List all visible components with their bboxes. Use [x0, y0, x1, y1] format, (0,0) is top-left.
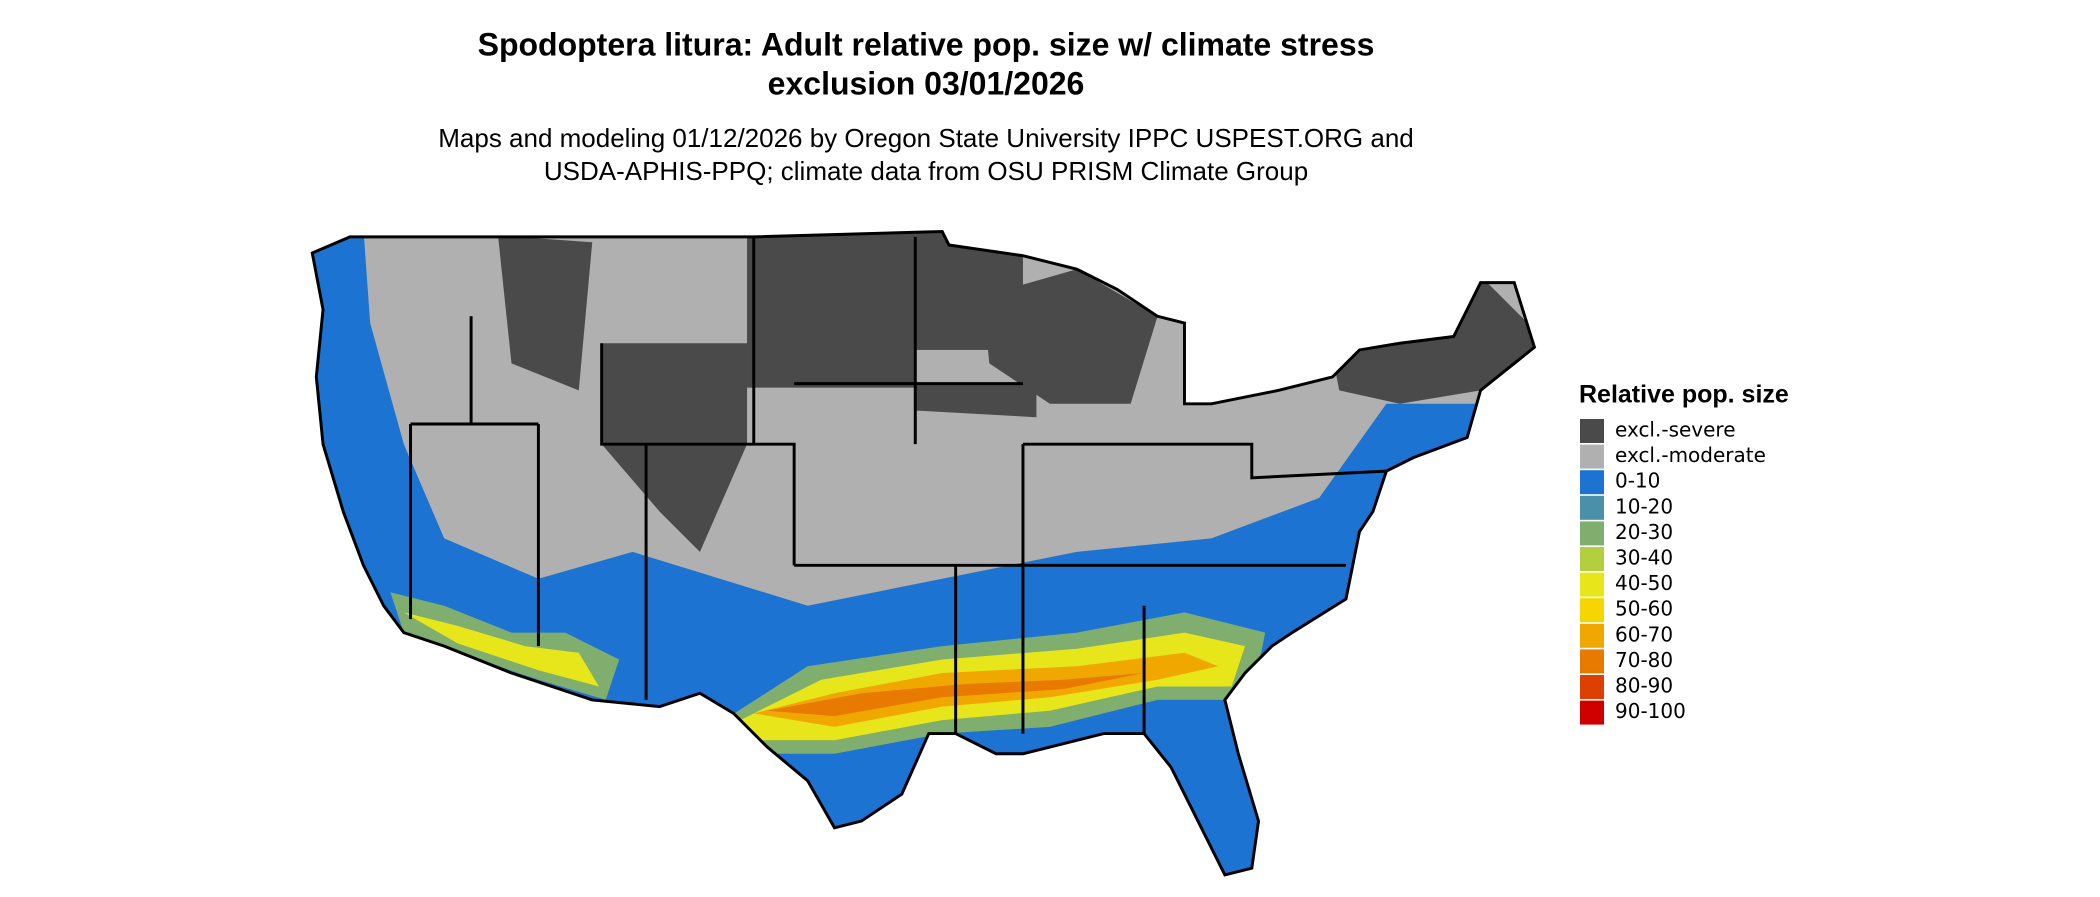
- legend-swatch: [1580, 675, 1604, 699]
- legend-label: 80-90: [1615, 674, 1673, 698]
- legend-label: 10-20: [1615, 494, 1673, 518]
- us-map: [310, 230, 1537, 877]
- legend-label: 90-100: [1615, 699, 1686, 723]
- legend-label: 20-30: [1615, 520, 1673, 544]
- legend-label: 0-10: [1615, 469, 1660, 493]
- legend-swatch: [1580, 495, 1604, 520]
- legend-label: 30-40: [1615, 546, 1673, 570]
- legend-swatch: [1580, 419, 1604, 443]
- title-line: Spodoptera litura: Adult relative pop. s…: [478, 26, 1375, 62]
- legend-label: 40-50: [1615, 571, 1673, 595]
- legend-swatch: [1580, 547, 1604, 571]
- legend-swatch: [1580, 521, 1604, 546]
- legend-swatch: [1580, 649, 1604, 674]
- legend: excl.-severeexcl.-moderate0-1010-2020-30…: [1580, 418, 1766, 725]
- legend-label: 70-80: [1615, 648, 1673, 672]
- legend-label: excl.-moderate: [1615, 443, 1766, 467]
- legend-swatch: [1580, 598, 1604, 623]
- legend-swatch: [1580, 623, 1604, 648]
- legend-swatch: [1580, 572, 1604, 597]
- legend-swatch: [1580, 444, 1604, 469]
- legend-label: 60-70: [1615, 622, 1673, 646]
- subtitle-line: USDA-APHIS-PPQ; climate data from OSU PR…: [544, 156, 1308, 186]
- legend-swatch: [1580, 470, 1604, 495]
- title-line: exclusion 03/01/2026: [768, 65, 1085, 101]
- subtitle-line: Maps and modeling 01/12/2026 by Oregon S…: [438, 123, 1414, 153]
- legend-label: 50-60: [1615, 597, 1673, 621]
- legend-label: excl.-severe: [1615, 418, 1736, 442]
- legend-title: Relative pop. size: [1579, 381, 1789, 409]
- legend-swatch: [1580, 700, 1604, 725]
